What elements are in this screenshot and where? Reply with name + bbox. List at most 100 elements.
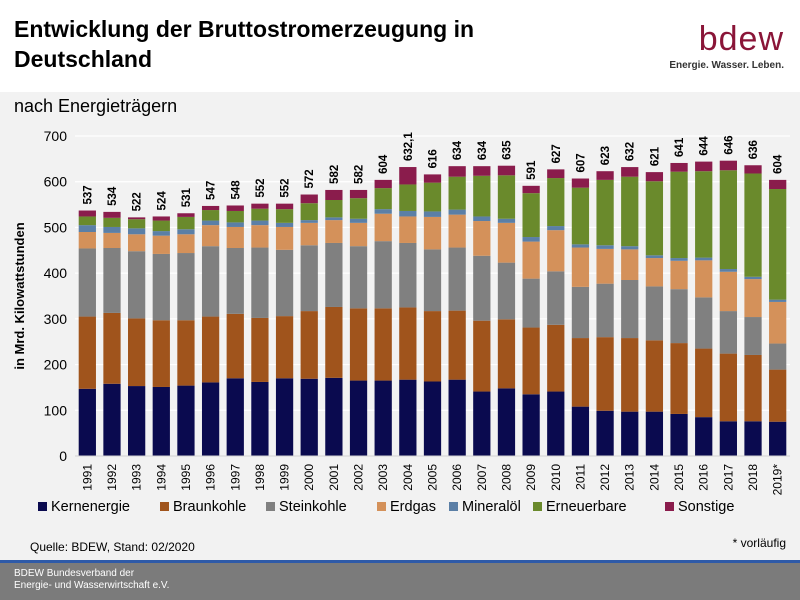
bar-segment-kernenergie <box>325 377 343 456</box>
bar-segment-steinkohle <box>349 246 368 309</box>
bar-segment-erneuerbare <box>177 216 195 230</box>
bar-segment-sonstige <box>571 178 590 188</box>
bar-segment-erdgas <box>670 260 688 290</box>
bar-segment-erdgas <box>571 247 590 287</box>
legend-swatch <box>533 502 542 511</box>
bar-segment-erneuerbare <box>645 181 664 256</box>
bar-segment-erneuerbare <box>275 209 294 223</box>
bar-segment-sonstige <box>226 205 244 211</box>
bar-segment-steinkohle <box>103 248 121 313</box>
bar-segment-kernenergie <box>201 382 220 456</box>
bar-segment-steinkohle <box>670 289 688 344</box>
bar-segment-sonstige <box>128 217 146 220</box>
total-label: 522 <box>132 192 144 211</box>
bar-segment-steinkohle <box>769 343 787 370</box>
bar-segment-sonstige <box>448 166 466 177</box>
y-tick-label: 100 <box>44 402 68 418</box>
bar-segment-mineralöl <box>670 258 688 261</box>
bar-segment-steinkohle <box>152 253 170 321</box>
bar-segment-steinkohle <box>497 262 516 320</box>
bar-segment-braunkohle <box>744 354 762 422</box>
bar-segment-kernenergie <box>103 383 121 456</box>
total-label: 616 <box>428 149 440 168</box>
bar-segment-steinkohle <box>128 251 146 319</box>
bar-segment-sonstige <box>374 179 392 189</box>
total-label: 582 <box>329 165 341 184</box>
x-tick-label: 2010 <box>549 464 563 491</box>
chart-panel: nach Energieträgern 0 100 200 300 400 500 600 7… <box>0 92 800 560</box>
y-tick-label: 200 <box>44 357 68 373</box>
bar-segment-erneuerbare <box>571 187 590 245</box>
footer: BDEW Bundesverband der Energie- und Wass… <box>0 560 800 600</box>
bar-segment-mineralöl <box>473 216 491 222</box>
bar-segment-erdgas <box>522 241 540 279</box>
bar-segment-sonstige <box>177 213 195 217</box>
bar-segment-erneuerbare <box>128 219 146 229</box>
bar-segment-braunkohle <box>571 338 590 407</box>
bar-segment-kernenergie <box>695 417 713 456</box>
total-label: 644 <box>699 136 711 156</box>
bar-segment-kernenergie <box>547 391 565 456</box>
bar-segment-sonstige <box>300 194 318 204</box>
x-tick-label: 1997 <box>228 464 242 491</box>
x-tick-label: 2016 <box>697 464 711 491</box>
bar-segment-braunkohle <box>448 310 466 380</box>
total-label: 552 <box>280 178 292 197</box>
bar-segment-steinkohle <box>547 271 565 325</box>
y-tick-label: 700 <box>44 128 68 144</box>
bar-segment-mineralöl <box>423 211 442 217</box>
legend-label: Kernenergie <box>51 499 130 515</box>
bar-segment-mineralöl <box>325 217 343 221</box>
legend-label: Braunkohle <box>173 499 246 515</box>
bar-segment-mineralöl <box>744 276 762 280</box>
y-tick-label: 500 <box>44 219 68 235</box>
total-label: 627 <box>551 144 563 163</box>
bar-segment-mineralöl <box>78 225 96 232</box>
bar-segment-erneuerbare <box>695 171 713 258</box>
bar-segment-braunkohle <box>78 316 96 389</box>
bar-segment-kernenergie <box>275 378 294 456</box>
bar-segment-kernenergie <box>497 388 516 456</box>
bar-segment-steinkohle <box>719 311 737 354</box>
bar-segment-sonstige <box>522 185 540 194</box>
x-tick-label: 2018 <box>746 464 760 491</box>
bar-segment-sonstige <box>744 165 762 174</box>
bar-segment-erneuerbare <box>769 189 787 300</box>
bar-segment-braunkohle <box>645 340 664 412</box>
bar-segment-erneuerbare <box>300 203 318 221</box>
total-label: 646 <box>723 135 735 154</box>
bar-segment-braunkohle <box>497 319 516 389</box>
bar-segment-kernenergie <box>719 421 737 456</box>
y-tick-label: 600 <box>44 174 68 190</box>
bar-segment-erdgas <box>128 234 146 252</box>
bar-segment-steinkohle <box>744 317 762 355</box>
bar-segment-erdgas <box>78 232 96 249</box>
bar-segment-erneuerbare <box>251 208 269 221</box>
bar-segment-steinkohle <box>275 249 294 317</box>
total-label: 548 <box>230 180 242 200</box>
bar-segment-erdgas <box>325 220 343 243</box>
bar-segment-steinkohle <box>226 248 244 314</box>
x-tick-label: 1999 <box>278 464 292 491</box>
x-tick-label: 1996 <box>204 464 218 491</box>
bar-segment-erneuerbare <box>423 182 442 212</box>
x-tick-label: 2011 <box>573 464 587 490</box>
bar-segment-steinkohle <box>695 297 713 349</box>
x-tick-label: 2013 <box>623 464 637 491</box>
bar-segment-kernenergie <box>128 386 146 456</box>
stacked-bar-chart: 0 100 200 300 400 500 600 700 in Mrd. Kilowattst… <box>12 128 790 515</box>
bar-segment-sonstige <box>103 211 121 218</box>
x-tick-label: 2019* <box>771 464 785 496</box>
total-label: 632 <box>625 142 637 161</box>
x-tick-label: 1995 <box>179 464 193 491</box>
bar-segment-mineralöl <box>448 209 466 215</box>
bar-segment-braunkohle <box>621 338 639 412</box>
bar-segment-mineralöl <box>349 218 368 223</box>
bar-segment-sonstige <box>399 167 417 185</box>
total-label: 547 <box>206 181 218 200</box>
x-tick-label: 2001 <box>327 464 341 491</box>
bar-segment-braunkohle <box>251 317 269 382</box>
bar-segment-kernenergie <box>448 379 466 456</box>
total-label: 641 <box>674 137 686 157</box>
page-title: Entwicklung der Bruttostromerzeugung in … <box>14 16 475 72</box>
